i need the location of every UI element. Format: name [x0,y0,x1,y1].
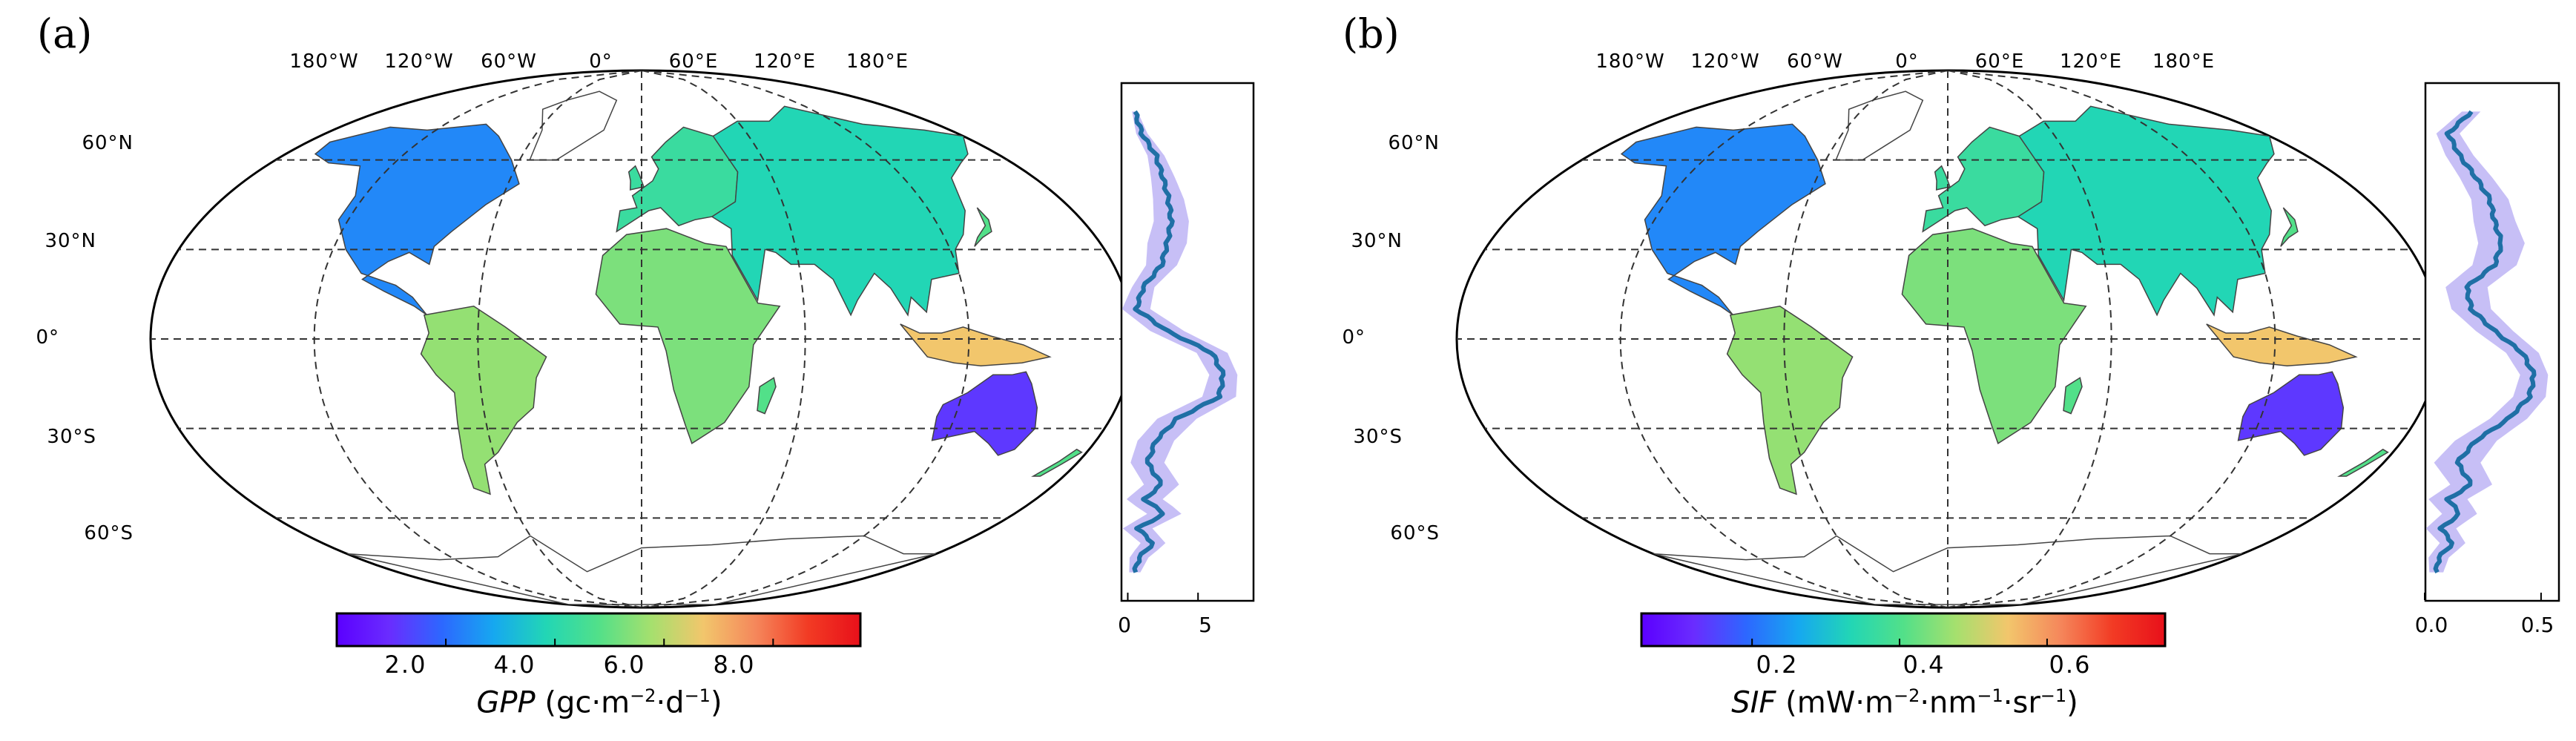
colorbar-unit-exponent: −2 [630,685,656,706]
colorbar-units: (gc·m [535,685,630,720]
profile-x-tick: 0 [1118,613,1131,637]
map-content [1457,70,2439,607]
colorbar-units: (mW·m [1776,685,1894,720]
panel-b: (b) 180°W 120°W 60°W 0° 60°E 120°E 180°E… [1288,0,2575,741]
lon-label: 120°E [2059,50,2123,73]
world-map [149,69,1134,609]
continent-asia [711,105,969,317]
colorbar-units: ) [710,685,722,720]
continent-greenland [1835,90,1924,161]
colorbar-tick: 0.6 [2049,651,2092,679]
lon-label: 180°W [1595,50,1665,73]
lon-label: 60°E [1974,50,2025,73]
lon-label: 180°E [2152,50,2216,73]
graticule-longitude [1947,70,2112,607]
latitude-profile [1120,82,1255,602]
lon-label: 180°W [289,50,359,73]
continent-asia [2017,105,2275,317]
lon-label: 60°W [481,50,537,73]
continent-new-zealand [2337,448,2389,477]
continent-south-america [420,306,547,495]
profile-x-tick: 5 [1199,613,1212,637]
continent-madagascar [757,377,777,415]
lon-label: 0° [589,50,613,73]
continent-north-america [314,123,520,316]
graticule-longitude [1947,70,2276,607]
colorbar-variable: SIF [1731,685,1776,720]
continent-uk [1934,165,1951,191]
colorbar-body [335,612,862,648]
lon-label: 120°E [753,50,817,73]
continent-africa [595,228,781,444]
continent-indonesia [900,323,1052,366]
continent-europe [616,126,739,233]
lat-label: 30°S [47,426,96,448]
colorbar-tick: 4.0 [493,651,536,679]
continent-madagascar [2063,377,2083,415]
graticule-longitude [641,70,806,607]
lat-label: 60°N [1388,132,1440,154]
panel-label: (a) [37,10,93,57]
profile-mean-line [1132,110,1226,573]
colorbar-tick: 6.0 [603,651,646,679]
colorbar-units: ) [2066,685,2078,720]
graticule-longitude [313,70,642,607]
lat-label: 60°N [82,132,134,154]
colorbar-tick: 8.0 [713,651,756,679]
colorbar [1640,612,2167,648]
lat-label: 30°S [1353,426,1403,448]
continent-japan [974,207,992,247]
colorbar-tick: 0.4 [1903,651,1946,679]
lat-label: 60°S [84,522,134,544]
graticule-longitude [641,70,970,607]
lon-label: 60°W [1787,50,1843,73]
continent-europe [1922,126,2045,233]
continent-uk [627,165,645,191]
graticule-longitude [1783,70,1949,607]
colorbar-unit-exponent: −2 [1893,685,1920,706]
colorbar-units: ·d [656,685,685,720]
lat-label: 30°N [1351,230,1403,252]
continent-new-zealand [1031,448,1083,477]
continent-africa [1901,228,2087,444]
colorbar-body [1640,612,2167,648]
profile-spread-band [2425,111,2549,573]
lat-label: 30°N [45,230,96,252]
colorbar-title: SIF (mW·m−2·nm−1·sr−1) [1731,685,2078,719]
lat-label: 60°S [1390,522,1440,544]
lon-label: 120°W [1690,50,1760,73]
colorbar-tick: 2.0 [384,651,427,679]
lat-label: 0° [1342,326,1366,349]
colorbar-variable: GPP [476,685,536,720]
profile-x-tick: 0.5 [2520,613,2554,637]
continent-japan [2280,207,2299,247]
continent-north-america [1620,123,1826,316]
profile-x-tick: 0.0 [2414,613,2448,637]
lon-label: 120°W [384,50,454,73]
lon-label: 180°E [846,50,909,73]
continent-indonesia [2206,323,2358,366]
panel-label: (b) [1343,10,1400,57]
lon-label: 60°E [668,50,719,73]
latitude-profile [2424,82,2560,602]
colorbar-unit-exponent: −1 [1977,685,2003,706]
colorbar [335,612,862,648]
world-map [1455,69,2440,609]
profile-mean-line [2433,110,2537,573]
colorbar-tick: 0.2 [1756,651,1799,679]
colorbar-title: GPP (gc·m−2·d−1) [476,685,722,719]
graticule-longitude [477,70,642,607]
lon-label: 0° [1895,50,1919,73]
graticule-longitude [1619,70,1949,607]
colorbar-unit-exponent: −1 [2040,685,2067,706]
colorbar-units: ·sr [2003,685,2040,720]
panel-a: (a) 180°W 120°W 60°W 0° 60°E 120°E 180°E… [36,10,1255,719]
colorbar-unit-exponent: −1 [684,685,711,706]
continent-south-america [1726,306,1854,495]
continent-greenland [529,90,618,161]
colorbar-units: ·nm [1920,685,1977,720]
map-content [151,70,1133,607]
lat-label: 0° [36,326,59,349]
